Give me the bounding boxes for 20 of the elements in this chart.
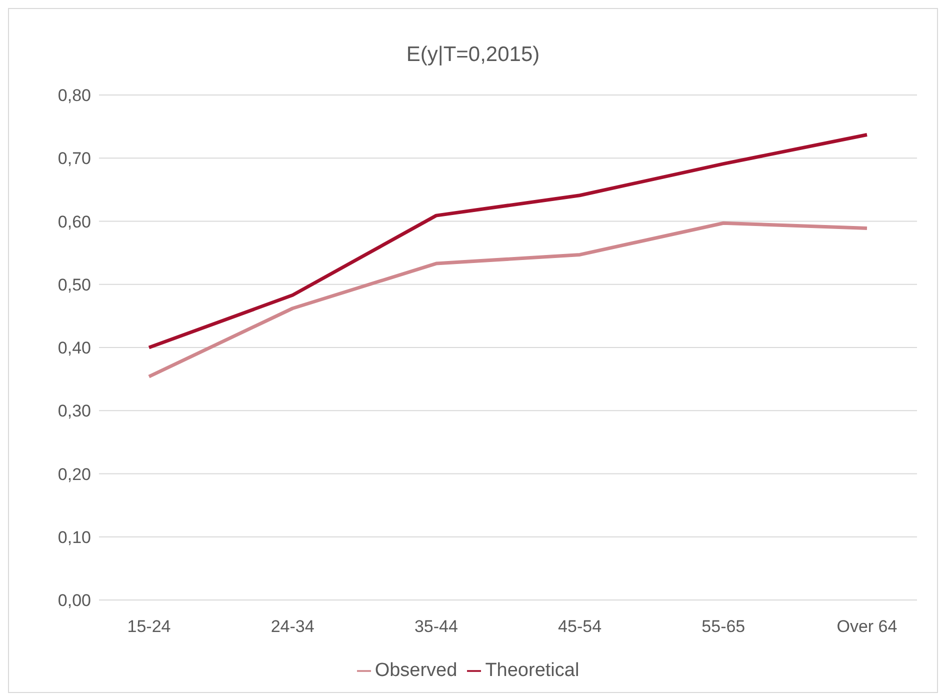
x-tick-label: Over 64 [836,617,898,636]
y-tick-label: 0,10 [58,528,91,547]
x-tick-label: 15-24 [127,617,171,636]
x-tick-label: 24-34 [270,617,314,636]
chart-title: E(y|T=0,2015) [405,43,541,67]
y-tick-label: 0,40 [58,338,91,358]
y-tick-label: 0,60 [58,212,91,232]
x-tick-label: 55-65 [702,617,746,636]
y-tick-label: 0,80 [58,86,91,106]
y-tick-label: 0,20 [58,464,91,484]
line-series [147,221,869,378]
line-series [147,133,869,350]
y-tick-label: 0,30 [58,402,91,421]
x-tick-label: 35-44 [414,617,458,636]
y-tick-label: 0,70 [58,149,91,168]
legend-label: Observed [374,660,458,681]
y-tick-label: 0,00 [58,591,91,610]
legend-label: Theoretical [485,660,580,681]
y-tick-label: 0,50 [58,275,91,294]
x-tick-label: 45-54 [558,617,602,636]
